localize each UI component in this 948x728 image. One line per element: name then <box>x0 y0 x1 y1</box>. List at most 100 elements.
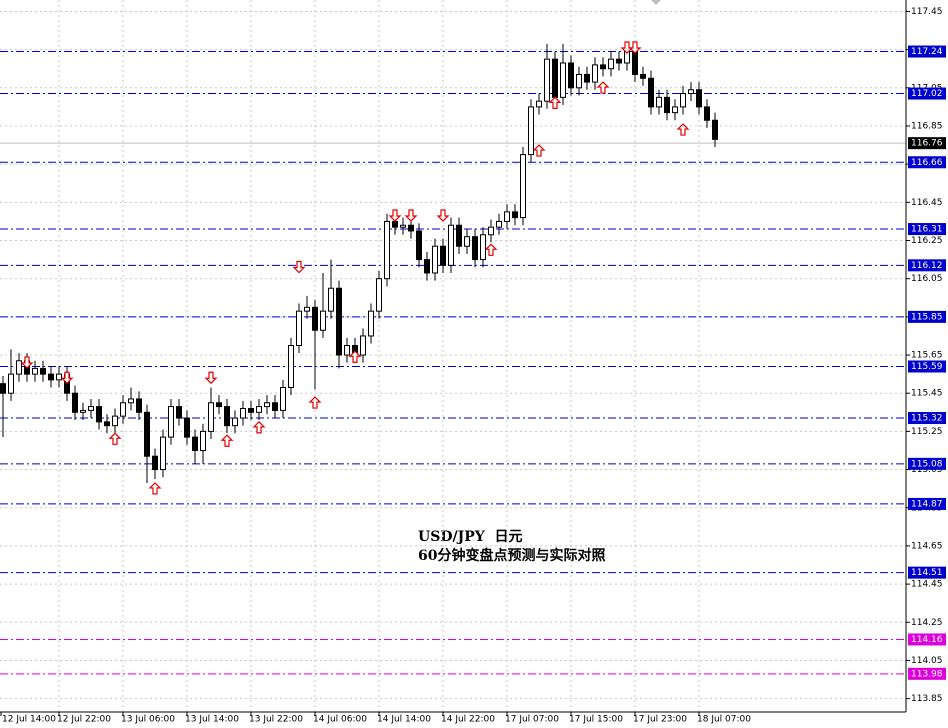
level-label: 115.59 <box>911 362 943 372</box>
x-tick-label: 14 Jul 22:00 <box>441 715 495 725</box>
candle-body <box>560 62 566 98</box>
sell-arrow <box>60 371 74 385</box>
level-box <box>908 87 946 100</box>
candle-body <box>136 398 142 413</box>
buy-arrow <box>596 81 610 94</box>
candle-body <box>448 224 454 266</box>
level-label: 116.31 <box>911 225 943 235</box>
sell-arrow <box>292 260 306 274</box>
candle-body <box>344 345 350 356</box>
buy-arrow <box>108 432 122 445</box>
level-box <box>908 566 946 579</box>
candle-body <box>312 306 318 331</box>
y-tick-label: 114.05 <box>911 656 943 666</box>
candle-body <box>152 455 158 471</box>
candle-body <box>392 220 398 228</box>
sell-arrow <box>204 371 218 385</box>
y-tick-label: 116.05 <box>911 274 943 284</box>
candle-body <box>240 407 246 419</box>
candle-body <box>400 224 406 228</box>
candle-body <box>504 211 510 222</box>
candle-body <box>568 62 574 89</box>
candle-body <box>376 278 382 312</box>
candle-body <box>608 58 614 70</box>
candle-body <box>176 406 182 419</box>
candle-body <box>544 58 550 102</box>
level-label: 115.32 <box>911 414 943 424</box>
level-box <box>908 667 946 680</box>
candle-body <box>296 310 302 347</box>
x-tick-label: 17 Jul 23:00 <box>633 715 687 725</box>
candle-body <box>576 73 582 89</box>
candle-body <box>464 236 470 247</box>
buy-arrow <box>220 434 234 447</box>
x-tick-label: 14 Jul 14:00 <box>377 715 431 725</box>
candle-body <box>56 373 62 381</box>
candle-body <box>288 345 294 388</box>
buy-arrow <box>484 243 498 256</box>
candle-body <box>456 224 462 247</box>
candle-body <box>536 100 542 108</box>
y-tick-label: 116.25 <box>911 236 943 246</box>
candle-body <box>104 421 110 427</box>
candle-body <box>600 64 606 70</box>
candle-body <box>632 51 638 75</box>
buy-arrow <box>308 396 322 409</box>
level-box <box>908 412 946 425</box>
candle-body <box>696 89 702 108</box>
candle-body <box>72 392 78 413</box>
candle-body <box>232 417 238 427</box>
sell-arrow <box>404 209 418 222</box>
candle-body <box>688 89 694 95</box>
candle-body <box>160 436 166 471</box>
sell-arrow <box>436 209 450 222</box>
candle-body <box>96 406 102 423</box>
candle-body <box>672 106 678 114</box>
y-tick-label: 113.85 <box>911 694 943 704</box>
level-label: 114.87 <box>911 499 943 509</box>
candle-body <box>128 398 134 404</box>
candle-body <box>592 64 598 83</box>
candle-body <box>168 406 174 438</box>
y-tick-label: 114.45 <box>911 580 943 590</box>
level-box <box>908 360 946 373</box>
candle-body <box>648 77 654 108</box>
sell-arrow <box>628 41 642 54</box>
candle-body <box>656 96 662 108</box>
candle-body <box>328 287 334 312</box>
candle-body <box>664 96 670 114</box>
y-tick-label: 115.05 <box>911 465 943 475</box>
buy-arrow <box>252 421 266 434</box>
candle-body <box>496 220 502 228</box>
candle-body <box>8 373 14 394</box>
x-tick-label: 12 Jul 14:00 <box>2 715 56 725</box>
buy-arrow <box>676 123 690 136</box>
candle-body <box>224 406 230 427</box>
y-tick-label: 115.25 <box>911 427 943 437</box>
candle-body <box>512 211 518 219</box>
x-tick-label: 17 Jul 07:00 <box>505 715 559 725</box>
sell-arrow <box>20 356 34 369</box>
candle-body <box>480 234 486 261</box>
x-tick-label: 18 Jul 07:00 <box>697 715 751 725</box>
candle-body <box>88 406 94 411</box>
candle-body <box>528 106 534 156</box>
sell-arrow <box>620 41 634 54</box>
buy-arrow <box>548 96 562 109</box>
candle-body <box>184 417 190 438</box>
x-tick-label: 12 Jul 22:00 <box>57 715 111 725</box>
candle-body <box>0 383 6 394</box>
annotation: USD/JPY 日元 <box>418 529 522 545</box>
candle-body <box>616 58 622 64</box>
candle-body <box>264 402 270 408</box>
sell-arrow <box>388 209 402 222</box>
candle-body <box>384 220 390 280</box>
candle-body <box>120 402 126 417</box>
candle-body <box>336 287 342 356</box>
x-tick-label: 13 Jul 06:00 <box>121 715 175 725</box>
candle-body <box>360 335 366 356</box>
candle-body <box>432 245 438 274</box>
candle-body <box>472 236 478 261</box>
candle-body <box>32 367 38 375</box>
